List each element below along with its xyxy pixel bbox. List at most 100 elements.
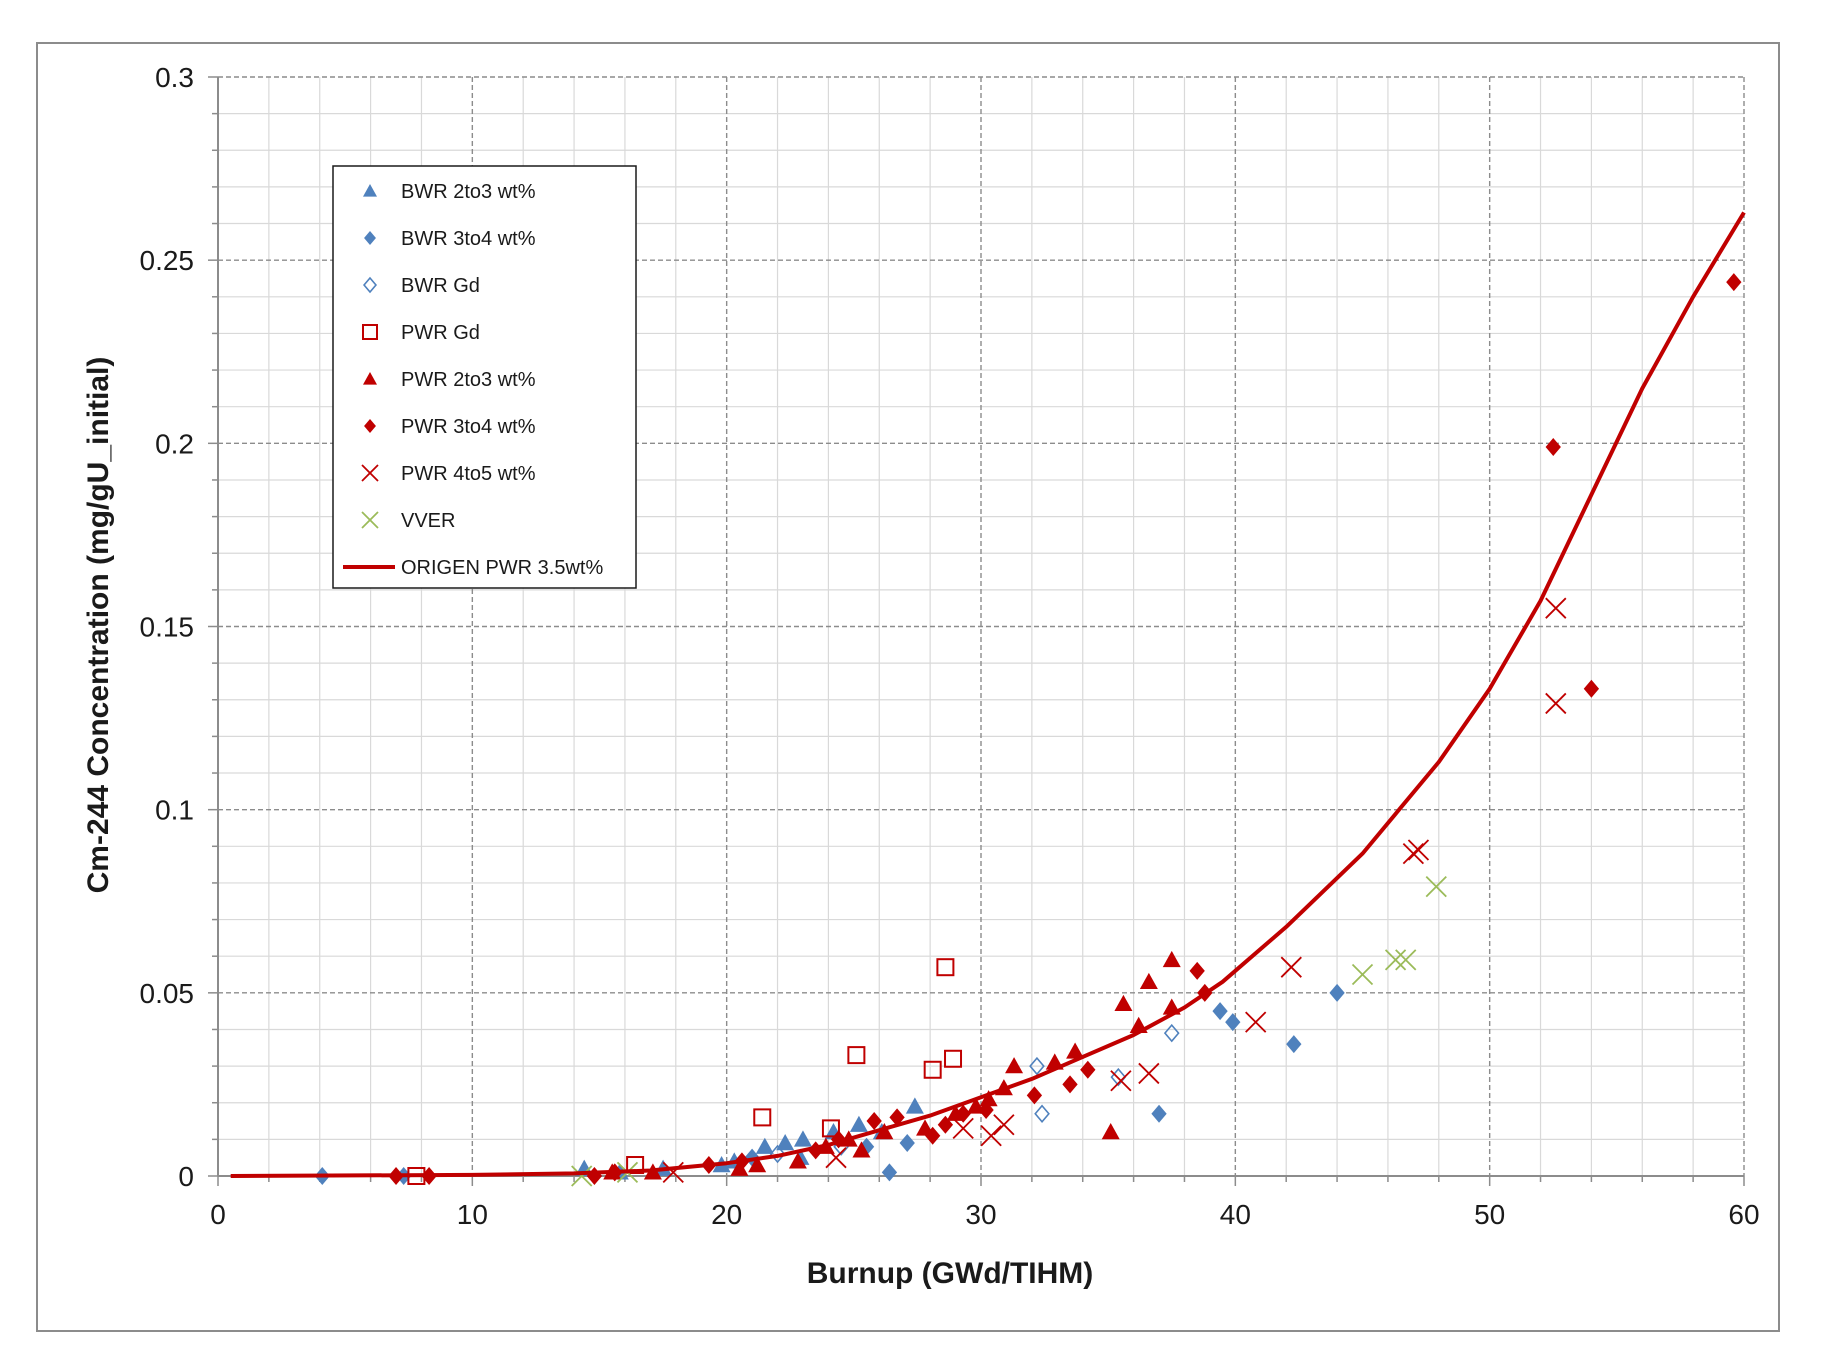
series-pwr-2to3-wt — [603, 950, 1181, 1180]
x-tick-label: 40 — [1220, 1199, 1251, 1230]
data-point — [1425, 875, 1447, 898]
legend-box — [332, 165, 637, 589]
data-point — [1189, 961, 1205, 980]
data-point — [849, 1115, 868, 1132]
x-marker-stroke — [571, 1165, 593, 1187]
data-point — [925, 1126, 941, 1145]
series-bwr-gd — [769, 1023, 1180, 1164]
data-point — [944, 1049, 963, 1068]
x-tick-label: 50 — [1474, 1199, 1505, 1230]
legend-marker — [363, 184, 377, 197]
legend-item: PWR Gd — [362, 322, 480, 344]
data-point — [825, 1147, 847, 1169]
legend-label: VVER — [401, 510, 455, 532]
y-axis-title: Cm-244 Concentration (mg/gU_initial) — [82, 357, 115, 894]
legend-item: PWR 2to3 wt% — [363, 369, 536, 391]
data-point — [1212, 1002, 1228, 1021]
tick-labels: 0 10 20 30 40 50 60 0 0.05 0.1 0.15 0.2 0.25 0.3 — [140, 62, 1760, 1230]
y-tick-label: 0.2 — [155, 428, 194, 459]
x-marker-stroke — [980, 1125, 1002, 1147]
legend-label: ORIGEN PWR 3.5wt% — [401, 557, 603, 579]
x-tick-label: 20 — [711, 1199, 742, 1230]
data-point — [1545, 597, 1567, 619]
x-marker-stroke — [1425, 875, 1447, 898]
data-point — [769, 1144, 786, 1164]
x-marker-stroke — [1402, 842, 1425, 865]
x-marker-stroke — [993, 1114, 1015, 1136]
legend-label: BWR 3to4 wt% — [401, 228, 536, 250]
data-point — [952, 1117, 974, 1140]
x-marker-stroke — [1545, 692, 1567, 715]
y-tick-label: 0 — [178, 1161, 194, 1192]
legend-item: PWR 4to5 wt% — [361, 463, 536, 485]
data-point — [1110, 1070, 1132, 1092]
data-point — [1726, 273, 1742, 292]
legend-item: ORIGEN PWR 3.5wt% — [343, 557, 603, 579]
data-point — [889, 1108, 905, 1127]
data-point — [1395, 949, 1417, 971]
data-point — [1066, 1042, 1085, 1059]
data-point — [788, 1152, 807, 1169]
data-point — [1029, 1056, 1045, 1076]
y-tick-label: 0.15 — [140, 612, 195, 643]
data-point — [1280, 956, 1302, 978]
legend-marker — [363, 276, 377, 294]
legend-item: BWR 3to4 wt% — [364, 228, 536, 250]
x-marker-stroke — [361, 511, 379, 529]
series-origen-pwr-3-5wt — [230, 211, 1746, 1178]
legend-label: PWR Gd — [401, 322, 480, 344]
series-pwr-4to5-wt — [662, 597, 1567, 1183]
y-tick-label: 0.25 — [140, 245, 195, 276]
x-marker-stroke — [1351, 963, 1374, 986]
x-tick-label: 60 — [1728, 1199, 1759, 1230]
legend-marker — [364, 419, 376, 433]
data-point — [936, 958, 955, 977]
legend-item: VVER — [361, 510, 455, 532]
data-point — [1545, 692, 1567, 715]
x-marker-stroke — [1384, 949, 1407, 971]
y-tick-label: 0.05 — [140, 978, 195, 1009]
data-point — [1225, 1013, 1241, 1032]
data-point — [1139, 972, 1158, 990]
data-point — [753, 1108, 772, 1127]
legend-label: BWR 2to3 wt% — [401, 181, 536, 203]
data-point — [1080, 1060, 1096, 1079]
y-tick-label: 0.3 — [155, 62, 194, 93]
data-point — [793, 1130, 812, 1147]
data-point — [875, 1123, 894, 1140]
data-point — [847, 1046, 866, 1065]
data-point — [866, 1112, 882, 1131]
data-point — [730, 1159, 749, 1176]
data-point — [1545, 437, 1561, 456]
data-point — [1351, 963, 1374, 986]
data-point — [1101, 1123, 1120, 1140]
legend-label: PWR 3to4 wt% — [401, 416, 536, 438]
data-point — [1151, 1104, 1167, 1123]
data-point — [1005, 1057, 1024, 1074]
data-point — [955, 1104, 971, 1123]
data-point — [1407, 839, 1430, 861]
x-marker-stroke — [825, 1147, 847, 1169]
data-point — [1245, 1011, 1267, 1033]
data-point — [905, 1097, 924, 1114]
data-point — [980, 1125, 1002, 1147]
x-marker-stroke — [1110, 1070, 1132, 1092]
data-point — [899, 1134, 915, 1153]
x-marker-stroke — [952, 1117, 974, 1140]
data-point — [852, 1141, 871, 1158]
legend-label: PWR 4to5 wt% — [401, 463, 536, 485]
data-point — [1384, 949, 1407, 971]
data-point — [1163, 1023, 1180, 1043]
data-point — [978, 1101, 994, 1120]
data-point — [776, 1134, 795, 1151]
data-point — [821, 1119, 840, 1138]
data-series — [230, 211, 1746, 1187]
legend-item: PWR 3to4 wt% — [364, 416, 536, 438]
data-point — [1114, 994, 1133, 1012]
legend-marker — [362, 324, 378, 340]
data-point — [1329, 983, 1345, 1002]
data-point — [993, 1114, 1015, 1136]
data-point — [1286, 1035, 1302, 1054]
legend-marker — [364, 231, 376, 245]
